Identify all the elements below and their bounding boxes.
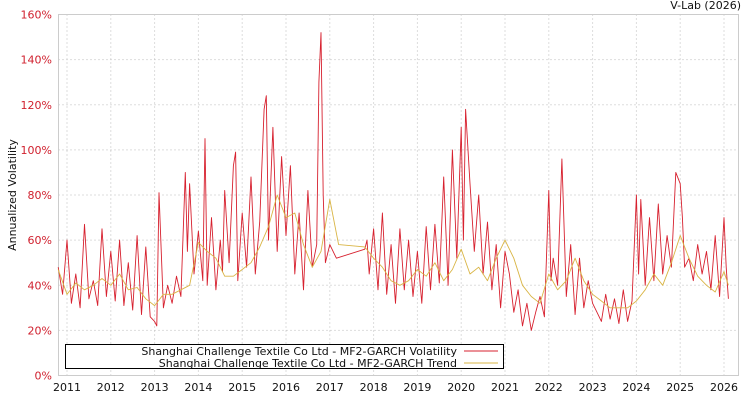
legend: Shanghai Challenge Textile Co Ltd - MF2-… — [65, 344, 504, 370]
legend-label-volatility: Shanghai Challenge Textile Co Ltd - MF2-… — [141, 345, 457, 358]
legend-label-trend: Shanghai Challenge Textile Co Ltd - MF2-… — [159, 357, 457, 370]
x-axis-ticks: 2011 2012 2013 2014 2015 2016 2017 2018 2019 2020… — [53, 381, 738, 394]
x-tick-label: 2025 — [666, 381, 694, 394]
volatility-series-line — [57, 32, 729, 331]
x-tick-label: 2016 — [272, 381, 300, 394]
y-tick-label: 80% — [28, 189, 52, 202]
y-tick-label: 100% — [21, 144, 52, 157]
x-tick-label: 2019 — [403, 381, 431, 394]
y-tick-label: 160% — [21, 9, 52, 22]
x-tick-label: 2026 — [710, 381, 738, 394]
x-tick-label: 2013 — [141, 381, 169, 394]
y-axis-label: Annualized Volatility — [6, 139, 19, 251]
series-layer — [57, 32, 729, 331]
x-tick-label: 2014 — [184, 381, 212, 394]
y-tick-label: 40% — [28, 279, 52, 292]
plot-area-border — [58, 14, 739, 376]
y-tick-label: 120% — [21, 99, 52, 112]
x-tick-label: 2024 — [622, 381, 650, 394]
x-tick-label: 2017 — [316, 381, 344, 394]
trend-series-line — [57, 194, 729, 309]
y-axis-ticks: 0% 20% 40% 60% 80% 100% 120% 140% 160% — [21, 9, 52, 383]
source-credit: V-Lab (2026) — [670, 0, 741, 12]
y-tick-label: 0% — [35, 370, 52, 383]
y-tick-label: 60% — [28, 234, 52, 247]
x-tick-label: 2020 — [447, 381, 475, 394]
x-tick-label: 2011 — [53, 381, 81, 394]
x-tick-label: 2021 — [491, 381, 519, 394]
x-tick-label: 2022 — [535, 381, 563, 394]
x-tick-label: 2018 — [360, 381, 388, 394]
x-tick-label: 2015 — [228, 381, 256, 394]
x-tick-label: 2023 — [579, 381, 607, 394]
x-tick-label: 2012 — [97, 381, 125, 394]
legend-box — [65, 344, 504, 369]
y-tick-label: 140% — [21, 54, 52, 67]
y-tick-label: 20% — [28, 324, 52, 337]
